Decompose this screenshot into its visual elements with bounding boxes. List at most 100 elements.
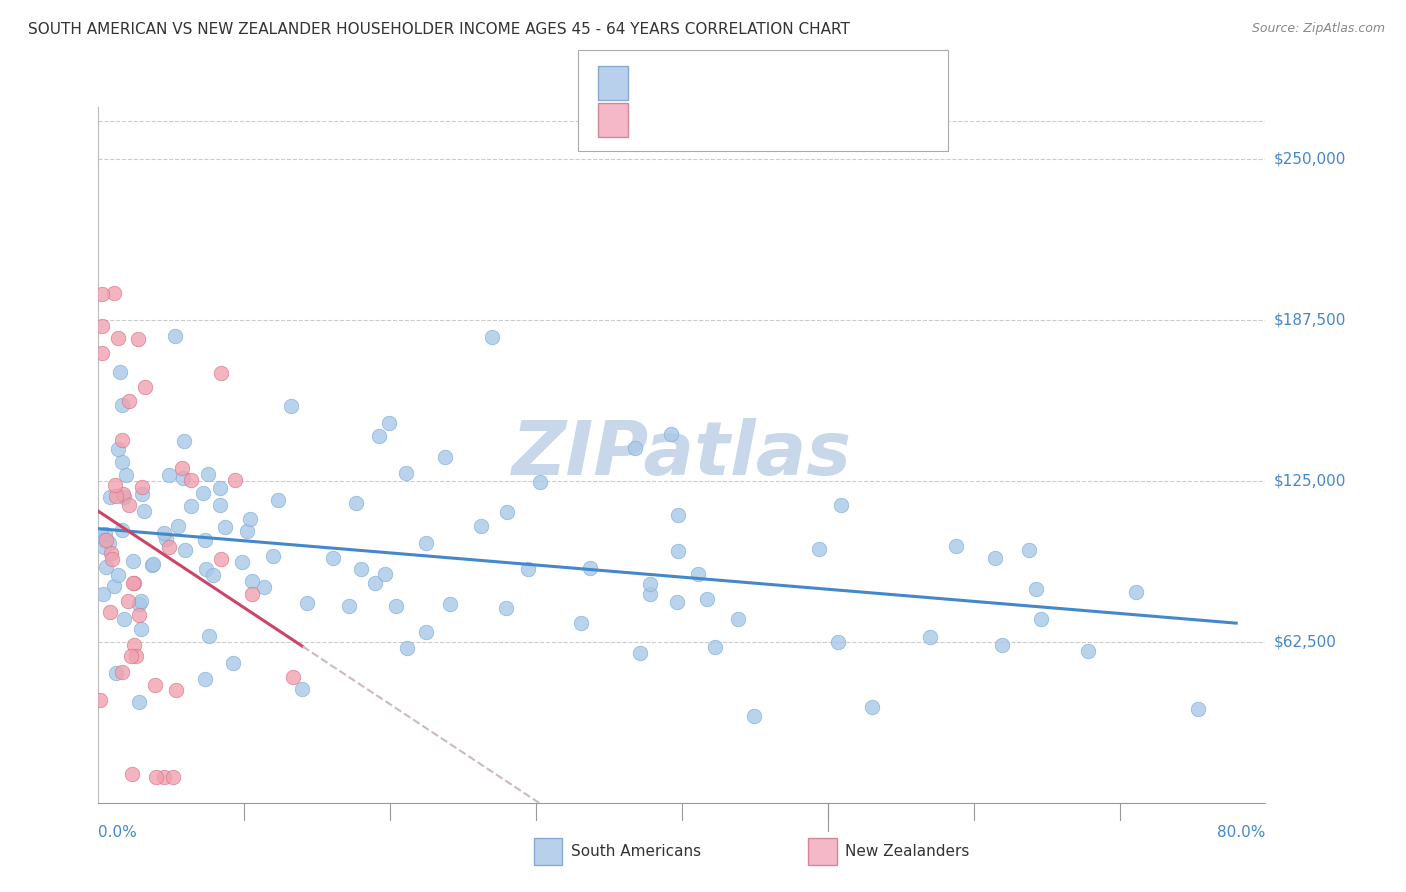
Point (111, 433, 134, 447)
Point (112, 612, 135, 626)
Point (638, 587, 661, 601)
Point (129, 594, 152, 608)
Point (208, 498, 231, 512)
Point (918, 630, 941, 644)
Point (742, 709, 765, 723)
Point (141, 558, 163, 573)
Text: ZIPatlas: ZIPatlas (512, 418, 852, 491)
Point (121, 767, 143, 781)
Point (198, 628, 221, 642)
Point (111, 665, 134, 679)
Point (415, 536, 437, 550)
Point (128, 597, 150, 611)
Point (240, 587, 263, 601)
Point (1125, 585, 1147, 599)
Point (100, 490, 122, 504)
Point (1031, 612, 1053, 626)
Point (110, 365, 132, 379)
Point (107, 442, 129, 456)
Point (112, 490, 135, 504)
Point (100, 546, 122, 560)
Point (174, 542, 197, 557)
Point (659, 426, 682, 441)
Point (104, 489, 127, 503)
Point (666, 595, 689, 609)
Text: $250,000: $250,000 (1274, 151, 1346, 166)
Point (291, 682, 314, 697)
Point (180, 473, 202, 487)
Point (143, 678, 166, 692)
Point (172, 471, 194, 485)
Text: $125,000: $125,000 (1274, 473, 1346, 488)
Point (180, 499, 202, 513)
Point (103, 579, 125, 593)
Point (236, 524, 259, 539)
Point (128, 695, 150, 709)
Point (94, 526, 117, 541)
Text: 41: 41 (808, 112, 832, 127)
Point (209, 481, 232, 495)
Point (107, 568, 129, 582)
Point (394, 466, 416, 480)
Point (90, 287, 112, 301)
Point (350, 562, 373, 576)
Point (295, 596, 318, 610)
Text: South Americans: South Americans (571, 845, 702, 859)
Point (415, 624, 437, 639)
Point (367, 429, 389, 443)
Point (686, 566, 709, 581)
Point (579, 561, 602, 575)
Point (91, 587, 114, 601)
Point (696, 592, 718, 607)
Point (107, 331, 129, 345)
Point (194, 562, 217, 576)
Point (120, 649, 142, 664)
Point (209, 552, 232, 566)
Point (98, 535, 121, 549)
Point (103, 286, 125, 301)
Text: 80.0%: 80.0% (1218, 825, 1265, 840)
Text: -0.140: -0.140 (685, 74, 734, 89)
Point (134, 380, 156, 394)
Point (640, 577, 662, 591)
Point (516, 562, 538, 576)
Point (808, 542, 831, 557)
Text: 0.0%: 0.0% (98, 825, 138, 840)
Point (125, 649, 148, 664)
Point (439, 597, 461, 611)
Point (93, 541, 115, 555)
Point (202, 568, 225, 582)
Point (830, 498, 852, 512)
Point (374, 567, 396, 582)
Point (214, 520, 236, 534)
Point (434, 450, 457, 464)
Point (194, 533, 217, 548)
Point (162, 770, 184, 784)
Point (827, 635, 849, 649)
Point (153, 525, 176, 540)
Point (131, 480, 153, 494)
Point (163, 329, 186, 343)
Point (470, 519, 492, 533)
Point (860, 699, 883, 714)
Point (395, 640, 418, 655)
Point (197, 467, 219, 481)
Point (118, 393, 141, 408)
Point (122, 554, 145, 568)
Point (111, 398, 134, 412)
Point (984, 550, 1007, 565)
Text: N =: N = (766, 74, 800, 89)
Point (945, 539, 967, 553)
Point (111, 523, 134, 537)
Point (134, 504, 156, 518)
Point (118, 498, 141, 512)
Point (222, 657, 245, 671)
Point (131, 487, 153, 501)
Text: N =: N = (766, 112, 800, 127)
Point (98, 605, 121, 619)
Point (628, 647, 651, 661)
Point (1077, 643, 1099, 657)
Point (94, 533, 117, 547)
Point (495, 601, 517, 615)
Text: SOUTH AMERICAN VS NEW ZEALANDER HOUSEHOLDER INCOME AGES 45 - 64 YEARS CORRELATIO: SOUTH AMERICAN VS NEW ZEALANDER HOUSEHOL… (28, 22, 851, 37)
